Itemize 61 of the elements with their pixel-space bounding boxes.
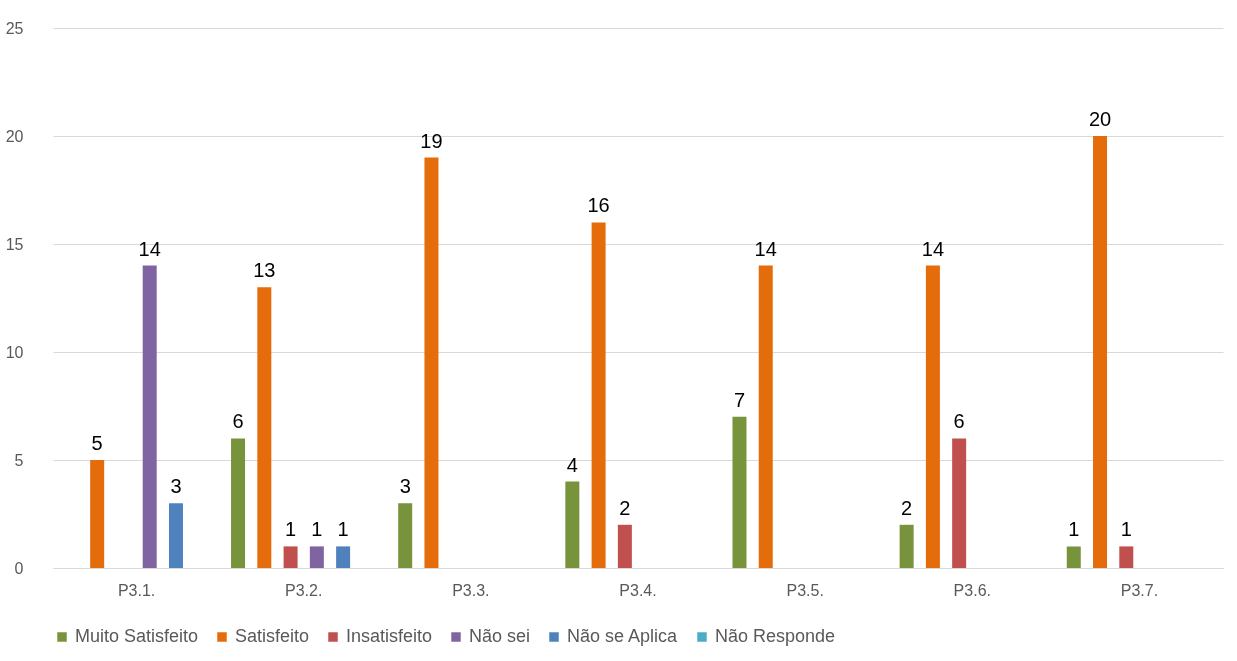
data-label: 2 [619,496,631,519]
bar [565,481,580,568]
y-tick-label: 20 [5,127,24,145]
x-tick-label: P3.2. [285,581,323,599]
x-tick-label: P3.7. [1120,581,1159,599]
data-label: 3 [170,475,182,498]
bar [257,287,272,568]
y-tick-label: 5 [14,451,24,469]
legend-label: Não Responde [715,626,836,646]
y-tick-label: 15 [5,235,24,253]
y-tick-label: 0 [14,559,24,577]
bar [231,438,246,568]
data-label: 14 [921,237,945,260]
data-label: 6 [953,410,965,433]
bar [1093,136,1108,568]
x-tick-label: P3.1. [117,581,156,599]
data-label: 14 [754,237,777,260]
legend-label: Satisfeito [235,626,310,646]
bar [398,503,413,568]
data-label: 1 [1120,518,1132,541]
bar [899,524,914,568]
bar [90,460,105,568]
bar [283,546,298,568]
data-label: 7 [733,388,746,411]
bar [168,503,183,568]
y-tick-label: 25 [5,19,24,37]
data-label: 14 [138,237,161,260]
bar [1119,546,1134,568]
data-label: 1 [285,518,297,541]
x-tick-label: P3.5. [786,581,824,599]
bar [952,438,967,568]
data-label: 3 [399,475,411,498]
data-label: 1 [311,518,323,541]
data-label: 13 [253,259,276,282]
data-label: 1 [1068,518,1080,541]
bar [591,222,606,568]
bar [925,265,940,568]
legend-label: Não se Aplica [567,626,679,646]
x-tick-label: P3.3. [452,581,490,599]
bar [336,546,351,568]
data-label: 19 [420,129,443,152]
legend-label: Insatisfeito [346,626,433,646]
bar [424,157,439,568]
bar [142,265,157,568]
data-label: 20 [1088,108,1112,130]
bar [1066,546,1081,568]
data-label: 16 [587,194,610,217]
bar [732,416,747,568]
legend-label: Não sei [469,626,531,646]
legend-label: Muito Satisfeito [75,626,199,646]
data-label: 2 [901,496,913,519]
bar [617,524,632,568]
y-tick-label: 10 [5,343,24,361]
data-label: 1 [337,518,349,541]
x-tick-label: P3.4. [619,581,657,599]
x-tick-label: P3.6. [953,581,991,599]
data-label: 4 [566,453,578,476]
bar [758,265,773,568]
data-label: 5 [91,432,103,454]
bar [309,546,324,568]
data-label: 6 [232,410,244,433]
